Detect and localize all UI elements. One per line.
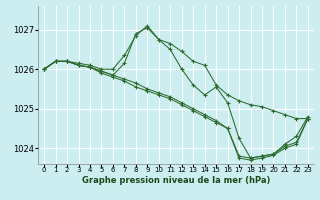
X-axis label: Graphe pression niveau de la mer (hPa): Graphe pression niveau de la mer (hPa) [82,176,270,185]
